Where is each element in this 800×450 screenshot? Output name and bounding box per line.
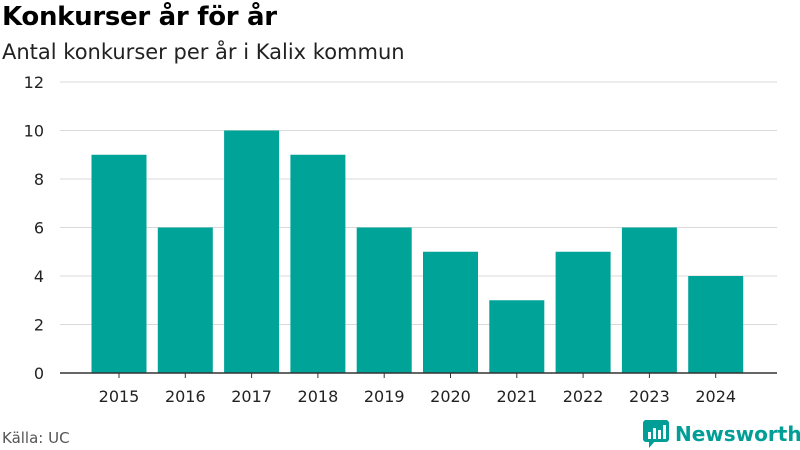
bar [356,227,412,373]
bars [91,130,744,373]
x-tick-label: 2020 [430,387,471,406]
y-tick-label: 2 [34,316,44,335]
y-tick-label: 10 [24,122,44,141]
tick-labels: 0 2 4 6 8 10 12 2015 2016 2017 2018 2019 2020 2021 202… [24,73,736,406]
bar [224,130,280,373]
bar [688,276,744,373]
bar [157,227,213,373]
bar [621,227,677,373]
chart-subtitle: Antal konkurser per år i Kalix kommun [2,40,405,64]
x-tick-label: 2017 [231,387,272,406]
bar [91,154,147,373]
bar [489,300,545,373]
x-tick-label: 2016 [165,387,206,406]
y-tick-label: 0 [34,364,44,383]
y-tick-label: 8 [34,170,44,189]
x-tick-label: 2022 [563,387,604,406]
bar [555,251,611,373]
y-tick-label: 4 [34,267,44,286]
y-tick-label: 6 [34,219,44,238]
axes [60,372,777,378]
chart-title: Konkurser år för år [2,2,277,32]
x-tick-label: 2019 [364,387,405,406]
bar-chart-speech-bubble-icon [643,420,669,448]
x-tick-label: 2023 [629,387,670,406]
y-tick-label: 12 [24,73,44,92]
bar [290,154,346,373]
brand-logo: Newsworthy [643,420,800,448]
x-tick-label: 2018 [298,387,339,406]
x-tick-label: 2021 [496,387,537,406]
brand-name: Newsworthy [675,422,800,446]
source-note: Källa: UC [2,429,70,447]
bar [423,251,478,373]
x-tick-label: 2015 [99,387,140,406]
x-tick-label: 2024 [695,387,736,406]
